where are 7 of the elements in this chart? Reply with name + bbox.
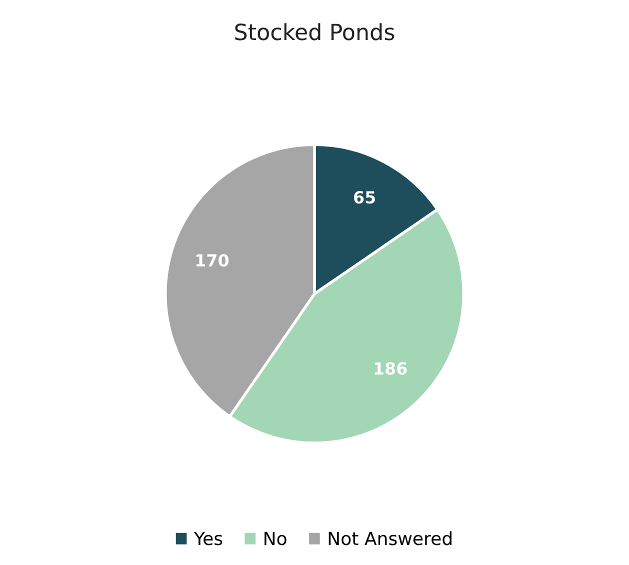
data-label: 170 <box>196 254 229 267</box>
data-label: 186 <box>374 362 407 375</box>
data-label: 65 <box>354 191 376 204</box>
legend-label: Not Answered <box>328 531 452 546</box>
chart-title: Stocked Ponds <box>235 23 394 40</box>
legend-label: Yes <box>194 532 222 546</box>
legend-label: No <box>264 532 286 546</box>
